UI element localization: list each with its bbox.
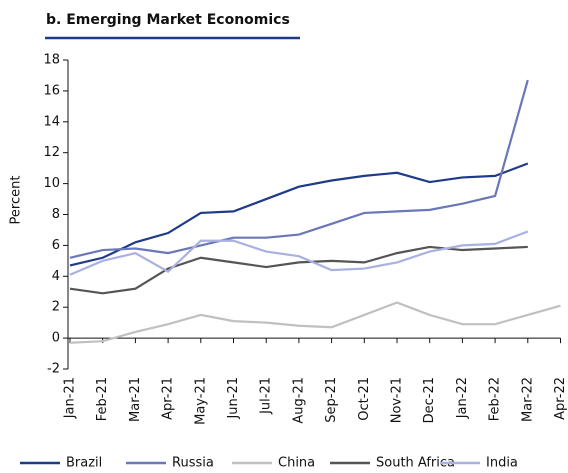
y-axis-label: Percent xyxy=(9,176,24,225)
y-tick-label: 8 xyxy=(52,207,60,222)
x-tick-label: Aug-21 xyxy=(291,377,306,424)
y-tick-label: 0 xyxy=(52,331,60,346)
x-tick-label: Oct-21 xyxy=(357,377,372,421)
x-tick-label: May-21 xyxy=(193,377,208,425)
x-tick-label: Jan-22 xyxy=(455,377,470,419)
y-tick-label: 14 xyxy=(43,114,60,129)
chart-title: b. Emerging Market Economics xyxy=(46,12,290,28)
legend-label: India xyxy=(486,456,518,471)
x-tick-label: Apr-21 xyxy=(161,377,176,420)
x-tick-label: Apr-22 xyxy=(553,377,568,420)
y-tick-label: 18 xyxy=(43,53,60,68)
y-tick-label: 16 xyxy=(43,83,60,98)
y-tick-label: 6 xyxy=(52,238,60,253)
x-tick-label: Mar-21 xyxy=(128,377,143,422)
legend-label: Brazil xyxy=(66,456,102,471)
series-line xyxy=(69,245,528,295)
x-tick-label: Feb-22 xyxy=(488,377,503,421)
y-tick-label: 10 xyxy=(43,176,60,191)
x-tick-label: Nov-21 xyxy=(390,377,405,423)
x-tick-label: Dec-21 xyxy=(422,377,437,423)
y-tick-label: 4 xyxy=(52,269,60,284)
x-tick-label: Jan-21 xyxy=(63,377,78,419)
y-tick-label: -2 xyxy=(47,362,60,377)
x-tick-label: Jul-21 xyxy=(259,377,274,415)
legend-label: China xyxy=(278,456,315,471)
x-tick-label: Jun-21 xyxy=(226,377,241,420)
series-line xyxy=(69,79,529,259)
legend-label: Russia xyxy=(172,456,214,471)
legend-label: South Africa xyxy=(376,456,455,471)
series-line xyxy=(69,301,561,344)
x-tick-label: Mar-22 xyxy=(520,377,535,422)
x-tick-label: Feb-21 xyxy=(95,377,110,421)
y-tick-label: 2 xyxy=(52,300,60,315)
series-line xyxy=(69,162,529,267)
x-tick-label: Sep-21 xyxy=(324,377,339,423)
y-tick-label: 12 xyxy=(43,145,60,160)
series-line xyxy=(69,230,529,276)
